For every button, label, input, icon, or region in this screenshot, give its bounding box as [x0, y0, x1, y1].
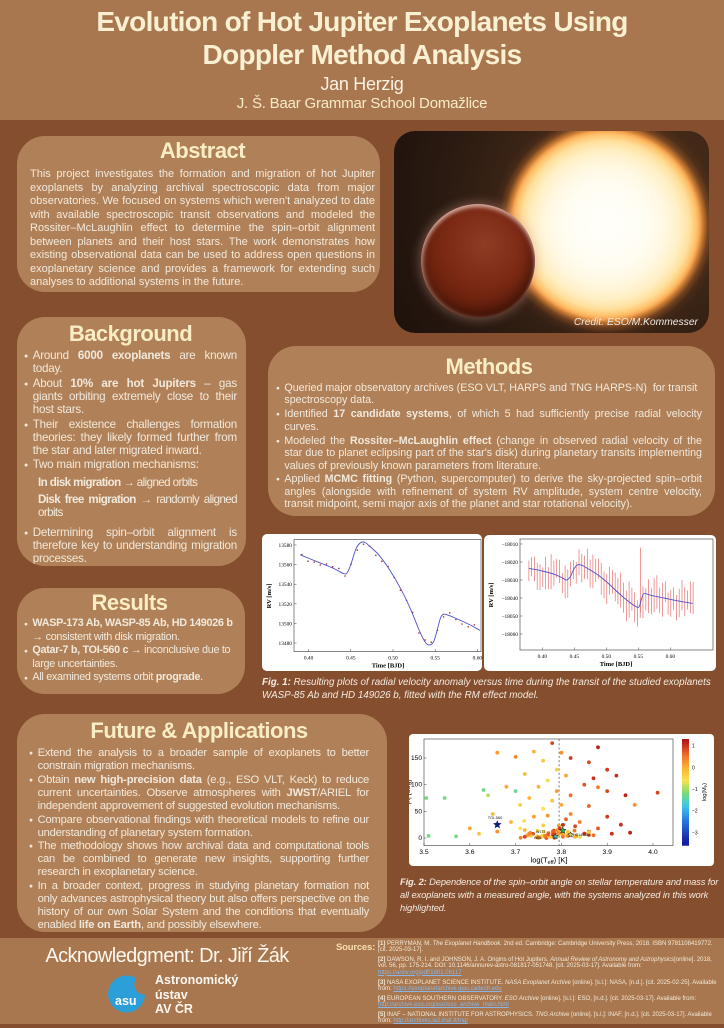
svg-text:|λ| [deg]: |λ| [deg] [409, 780, 412, 805]
svg-text:3.5: 3.5 [419, 849, 429, 856]
svg-text:3.7: 3.7 [511, 849, 521, 856]
svg-text:13540: 13540 [279, 582, 293, 588]
svg-text:W85: W85 [534, 836, 541, 840]
svg-text:0.50: 0.50 [602, 654, 612, 660]
svg-text:0.45: 0.45 [346, 656, 356, 662]
svg-text:W173: W173 [536, 830, 545, 834]
svg-text:13580: 13580 [279, 543, 293, 549]
svg-text:−18060: −18060 [501, 632, 518, 638]
svg-text:Time [BJD]: Time [BJD] [372, 663, 405, 670]
svg-text:50: 50 [415, 808, 423, 815]
svg-text:13520: 13520 [279, 602, 293, 608]
svg-text:−18030: −18030 [501, 578, 518, 584]
svg-text:TOI-560: TOI-560 [488, 815, 503, 820]
svg-text:0.40: 0.40 [538, 654, 548, 660]
svg-text:log(Mₚ): log(Mₚ) [702, 783, 708, 801]
svg-text:−18010: −18010 [501, 542, 518, 548]
svg-text:13500: 13500 [279, 621, 293, 627]
svg-text:0.55: 0.55 [430, 656, 440, 662]
svg-text:HD149026: HD149026 [573, 833, 590, 837]
svg-text:13480: 13480 [279, 641, 293, 647]
svg-text:log(Teff) [K]: log(Teff) [K] [531, 856, 568, 867]
svg-text:3.6: 3.6 [465, 849, 475, 856]
svg-text:RV [m/s]: RV [m/s] [488, 583, 495, 608]
svg-text:0: 0 [692, 765, 695, 771]
svg-text:0.55: 0.55 [634, 654, 644, 660]
svg-text:Time [BJD]: Time [BJD] [600, 661, 633, 668]
svg-text:−1: −1 [692, 787, 698, 793]
svg-text:RV [m/s]: RV [m/s] [266, 584, 273, 609]
svg-text:asu: asu [115, 994, 137, 1008]
svg-text:−18050: −18050 [501, 614, 518, 620]
svg-text:13560: 13560 [279, 563, 293, 569]
svg-text:3.8: 3.8 [557, 849, 567, 856]
svg-text:−2: −2 [692, 809, 698, 815]
svg-text:0.45: 0.45 [570, 654, 580, 660]
svg-text:150: 150 [411, 755, 422, 762]
svg-text:0.60: 0.60 [666, 654, 676, 660]
svg-text:0.60: 0.60 [473, 656, 482, 662]
svg-text:100: 100 [411, 782, 422, 789]
svg-text:−18020: −18020 [501, 560, 518, 566]
svg-text:0.40: 0.40 [304, 656, 314, 662]
svg-text:−3: −3 [692, 831, 698, 837]
svg-text:Q7: Q7 [561, 823, 566, 827]
svg-text:0: 0 [418, 835, 422, 842]
svg-text:3.9: 3.9 [602, 849, 612, 856]
svg-text:0.50: 0.50 [388, 656, 398, 662]
svg-text:4.0: 4.0 [648, 849, 658, 856]
svg-text:−18040: −18040 [501, 596, 518, 602]
svg-text:1: 1 [692, 744, 695, 750]
